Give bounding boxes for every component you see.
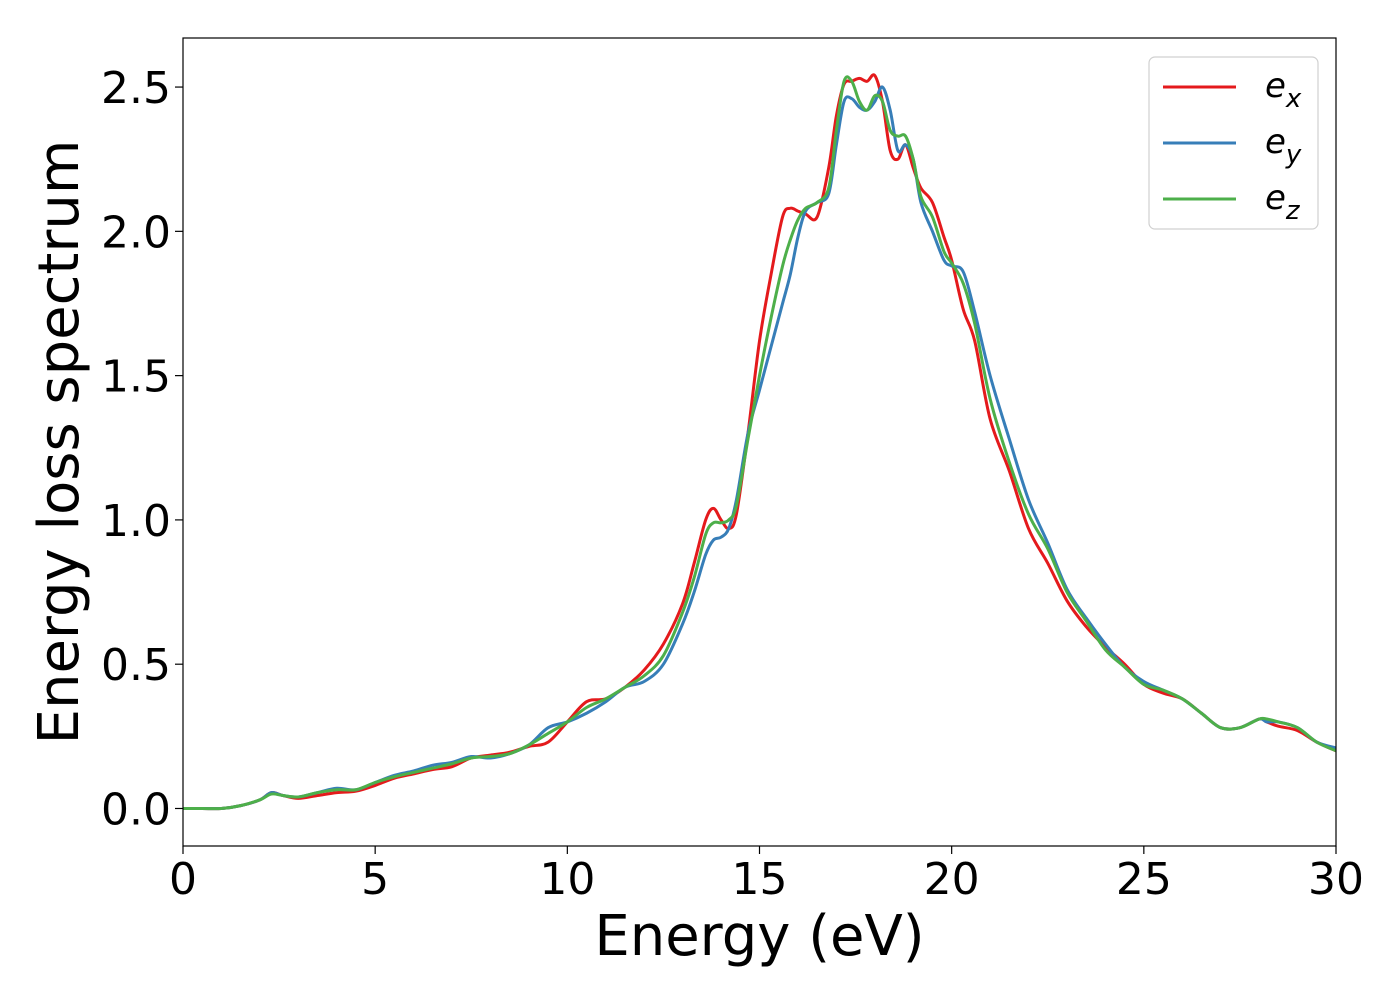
x-tick-label: 5 — [361, 854, 389, 905]
x-tick-label: 30 — [1308, 854, 1364, 905]
x-tick-label: 20 — [924, 854, 980, 905]
x-tick-label: 25 — [1116, 854, 1172, 905]
series-line-y — [183, 85, 1336, 811]
x-axis-label: Energy (eV) — [594, 904, 924, 969]
axes: 0 5 10 15 20 25 30 0.0 0.5 1.0 1.5 2.0 2.5 — [101, 37, 1364, 905]
series-line-z — [183, 75, 1336, 811]
y-tick-label: 0.0 — [101, 784, 171, 835]
y-tick-label: 0.5 — [101, 640, 171, 691]
y-tick-label: 2.0 — [101, 207, 171, 258]
x-tick-label: 15 — [732, 854, 788, 905]
y-tick-label: 1.0 — [101, 496, 171, 547]
plot-area — [183, 73, 1336, 811]
x-tick-label: 10 — [539, 854, 595, 905]
y-tick-label: 1.5 — [101, 352, 171, 403]
y-tick-label: 2.5 — [101, 63, 171, 114]
y-axis-label: Energy loss spectrum — [27, 140, 92, 745]
x-tick-label: 0 — [169, 854, 197, 905]
series-lines — [183, 73, 1336, 811]
